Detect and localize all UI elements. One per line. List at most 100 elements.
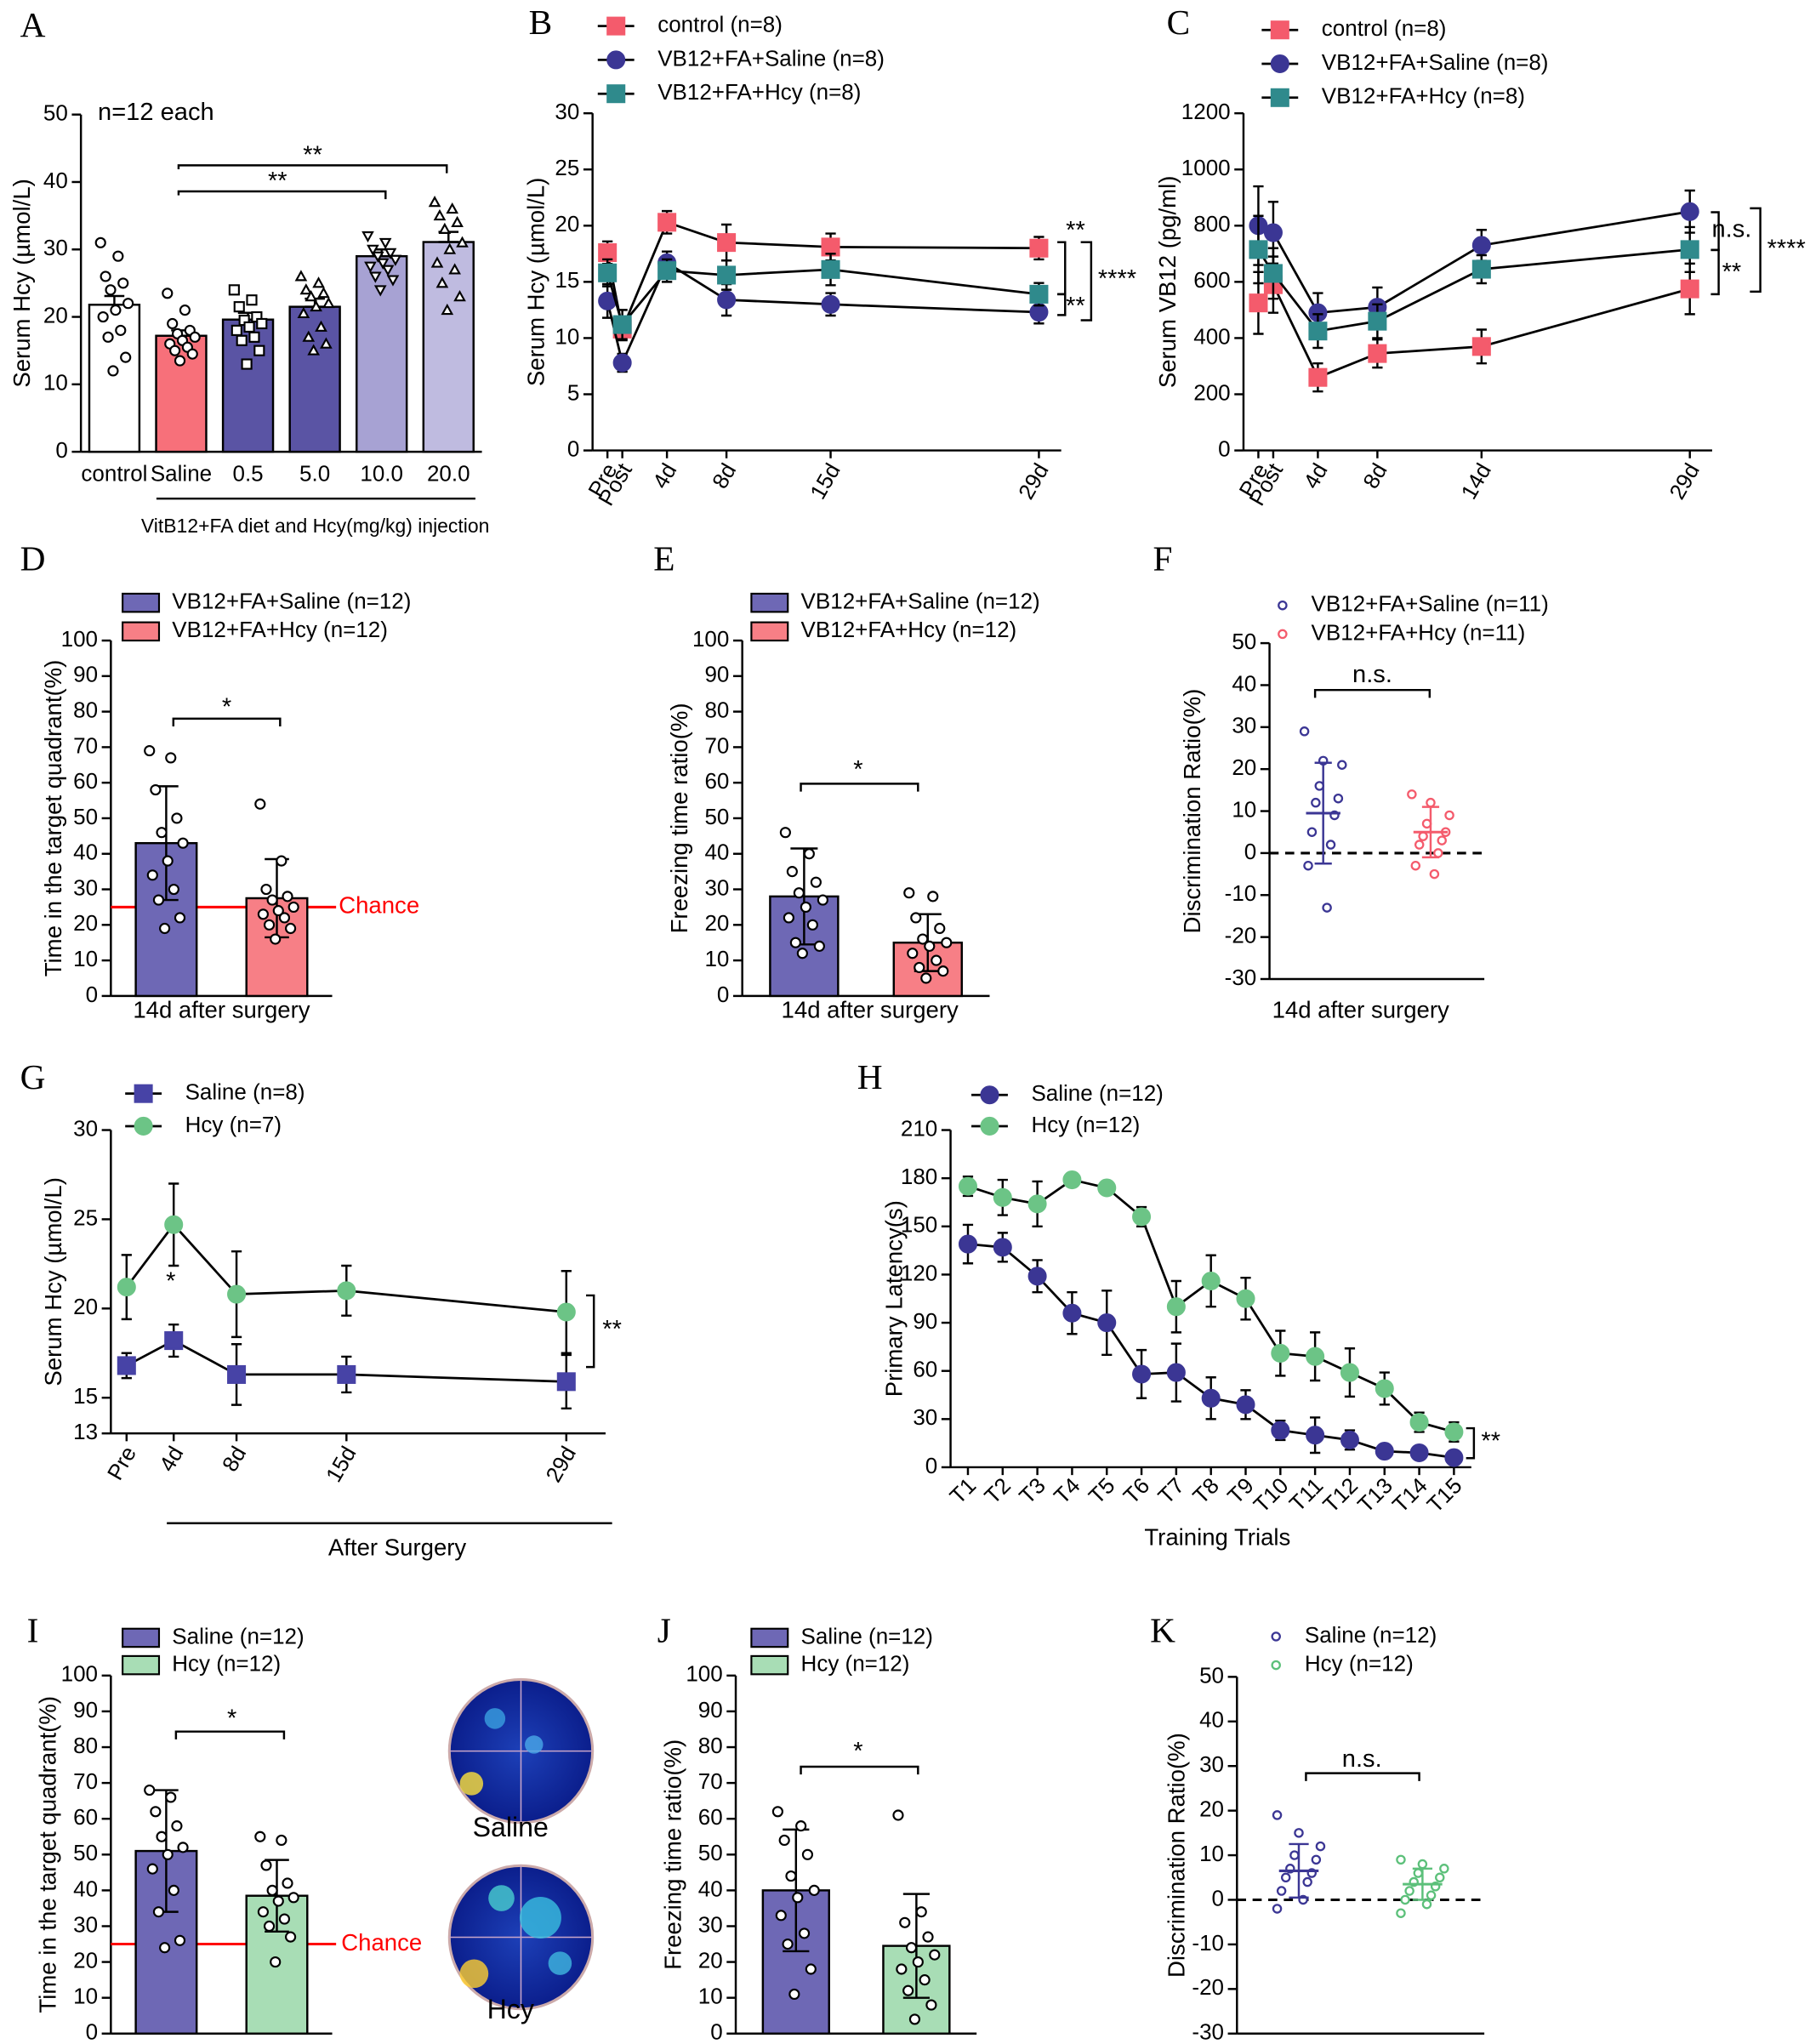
significance-bracket [1305,1772,1420,1781]
y-axis-label: Serum Hcy (µmol/L) [40,1177,66,1386]
x-tick-label: T15 [1422,1472,1467,1517]
x-axis-label: 14d after surgery [1272,997,1449,1023]
data-point [813,940,825,952]
data-point [248,331,260,343]
data-point [112,250,124,262]
data-point [1302,1876,1312,1887]
data-point [152,1906,165,1918]
data-point [1325,840,1336,850]
data-marker [1306,1426,1325,1445]
data-point [294,270,308,282]
y-tick-label: 20 [1199,1796,1224,1822]
data-marker [1409,1443,1429,1462]
y-tick-label: 80 [73,697,98,722]
data-marker [1062,1170,1082,1190]
data-point [919,1974,931,1986]
data-point [810,876,822,888]
data-marker [1201,1271,1221,1291]
data-marker [1368,311,1387,331]
data-point [322,296,335,309]
y-tick-label: 150 [901,1212,937,1238]
y-tick-label: 10 [73,946,98,971]
data-point [1337,760,1347,770]
data-marker [1249,293,1268,313]
data-point [233,301,245,313]
y-tick-label: 30 [43,235,68,260]
data-point [287,901,299,914]
y-tick-label: 50 [698,1840,723,1865]
y-tick-label: 20 [73,1947,98,1973]
x-tick-label: 15d [805,458,845,504]
data-point [179,305,191,316]
x-tick-label: T7 [1153,1472,1189,1509]
annotation: **** [1098,265,1136,293]
data-marker [958,1176,977,1196]
data-point [788,1988,800,2001]
heatmap-spot [459,1959,489,1989]
data-point [94,236,106,248]
legend-marker [606,84,626,104]
x-tick-label: 8d [217,1442,251,1476]
data-point [905,1942,918,1954]
significance-bracket [1750,207,1762,293]
panel-label: I [27,1610,39,1649]
data-point [451,215,464,228]
data-point [433,208,447,221]
annotation: * [166,1267,175,1295]
data-marker [1375,1379,1394,1398]
significance-bracket [1057,241,1067,296]
reference-label: Chance [341,1929,422,1956]
y-tick-label: 30 [73,1115,98,1141]
data-point [775,1910,787,1922]
heatmap-quadrants [449,1679,593,1823]
y-tick-label: 50 [73,1840,98,1865]
x-tick-label: 5.0 [299,461,330,487]
data-point [1396,1854,1406,1865]
annotation: * [227,1705,236,1733]
x-tick-label: Saline [151,461,212,487]
y-tick-label: 0 [925,1453,937,1478]
data-point [162,288,174,299]
data-point [381,265,395,276]
legend-label: VB12+FA+Saline (n=12) [801,589,1040,614]
data-point [312,276,325,288]
heatmap-label: Saline [473,1812,549,1842]
data-point [177,1842,189,1853]
y-tick-label: 180 [901,1164,937,1189]
x-tick-label: T5 [1084,1472,1120,1509]
x-tick-label: T1 [945,1472,982,1509]
legend-label: VB12+FA+Hcy (n=8) [657,79,861,105]
data-point [117,277,129,289]
y-tick-label: 90 [698,1697,723,1722]
y-axis-label: Time in the target quadrant(%) [35,1696,61,2013]
annotation: * [222,693,231,720]
y-tick-label: 0 [1218,436,1230,461]
significance-bracket [1080,241,1093,322]
data-point [924,940,936,952]
data-point [278,912,291,924]
x-tick-label: 14d [1455,458,1496,504]
y-tick-label: 10 [1232,796,1256,822]
legend-marker [134,1084,153,1103]
y-tick-label: 30 [698,1911,723,1937]
data-marker [1029,238,1049,258]
data-point [310,299,322,312]
data-point [168,883,179,896]
data-point [105,284,117,296]
data-marker [556,1302,576,1322]
y-tick-label: 120 [901,1260,937,1285]
data-point [297,306,310,319]
y-tick-label: 10 [73,1984,98,2009]
data-point [453,290,466,302]
data-marker [1263,223,1283,242]
y-tick-label: 40 [698,1876,723,1901]
annotation: **** [1767,236,1806,263]
data-point [162,855,174,867]
data-point [371,251,384,263]
data-point [162,1848,174,1860]
x-tick-label: 15d [321,1442,361,1487]
data-point [276,1834,287,1847]
y-tick-label: 40 [73,1876,98,1901]
x-axis-label: After Surgery [328,1534,467,1561]
data-point [260,1859,272,1871]
